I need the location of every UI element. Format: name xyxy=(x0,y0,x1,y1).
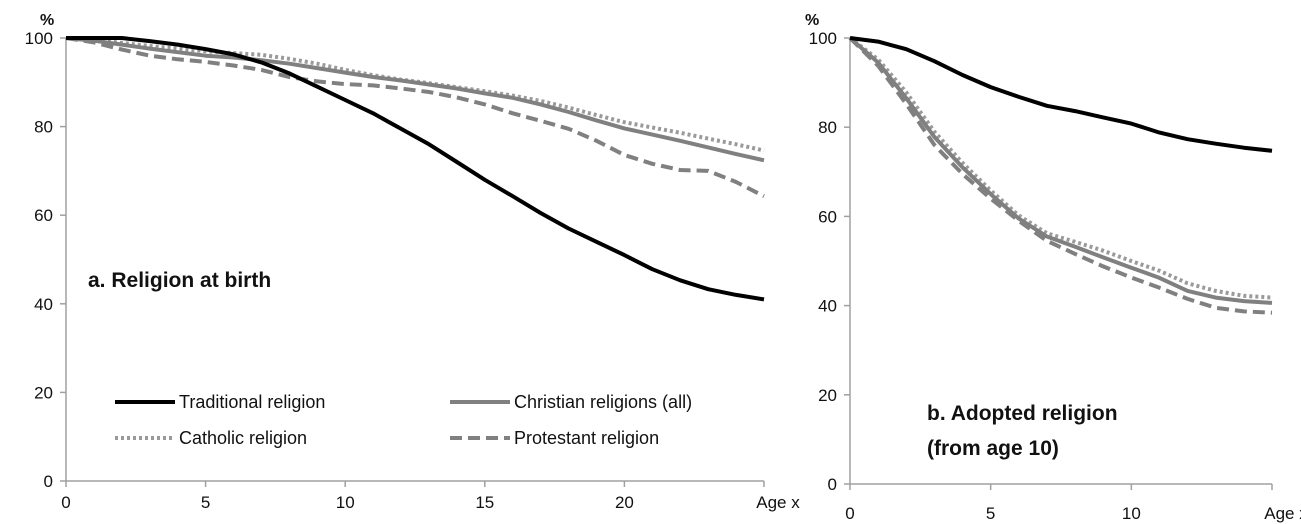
panel-a-y-tick-label: 100 xyxy=(25,29,53,48)
panel-a-y-tick-label: 40 xyxy=(34,295,53,314)
panel-b-y-tick-label: 40 xyxy=(818,297,837,316)
panel-a-x-tick-label: 20 xyxy=(615,493,634,512)
panel-b-series-protestant-religion xyxy=(848,36,1273,315)
legend-label: Catholic religion xyxy=(179,428,307,448)
panel-a-series-protestant-religion xyxy=(65,36,765,198)
panel-b-title-line-1: b. Adopted religion xyxy=(927,402,1118,425)
legend: Traditional religion Christian religions … xyxy=(115,392,692,448)
panel-b-series-traditional-religion xyxy=(849,36,1273,153)
panel-a: a. Religion at birth 0 20 40 60 80 100 0 5 10 15 2… xyxy=(25,12,801,512)
panel-b-series-catholic-religion xyxy=(848,36,1273,300)
panel-b-y-tick-label: 20 xyxy=(818,386,837,405)
panel-a-y-unit-label: % xyxy=(40,12,54,29)
panel-b-series-christian-religions-all xyxy=(848,36,1273,305)
panel-b-y-tick-label: 60 xyxy=(818,207,837,226)
legend-label: Christian religions (all) xyxy=(514,392,692,412)
panel-a-y-tick-label: 20 xyxy=(34,383,53,402)
panel-b-y-tick-label: 0 xyxy=(828,475,837,494)
panel-a-x-tick-label: 15 xyxy=(475,493,494,512)
panel-b: b. Adopted religion (from age 10) 0 20 40 6… xyxy=(805,12,1301,523)
panel-a-series-catholic-religion xyxy=(65,36,765,153)
panel-b-x-tick-label: 5 xyxy=(986,504,995,523)
panel-a-x-axis-label: Age x xyxy=(756,493,800,512)
panel-a-series-traditional-religion xyxy=(66,36,765,302)
panel-a-y-tick-label: 0 xyxy=(44,472,53,491)
legend-label: Traditional religion xyxy=(179,392,325,412)
panel-b-y-tick-label: 100 xyxy=(809,29,837,48)
panel-b-x-tick-label: 10 xyxy=(1122,504,1141,523)
legend-label: Protestant religion xyxy=(514,428,659,448)
panel-a-y-tick-label: 80 xyxy=(34,118,53,137)
panel-a-series-christian-religions-all xyxy=(65,36,765,163)
panel-b-y-unit-label: % xyxy=(805,12,819,29)
panel-b-x-axis-label: Age x xyxy=(1264,504,1301,523)
panel-a-x-tick-label: 0 xyxy=(61,493,70,512)
panel-a-y-tick-label: 60 xyxy=(34,206,53,225)
panel-a-title: a. Religion at birth xyxy=(88,269,271,292)
panel-a-x-tick-label: 5 xyxy=(201,493,210,512)
panel-b-title-line-2: (from age 10) xyxy=(927,437,1059,460)
panel-b-x-tick-label: 0 xyxy=(845,504,854,523)
panel-b-y-tick-label: 80 xyxy=(818,118,837,137)
panel-a-x-tick-label: 10 xyxy=(336,493,355,512)
